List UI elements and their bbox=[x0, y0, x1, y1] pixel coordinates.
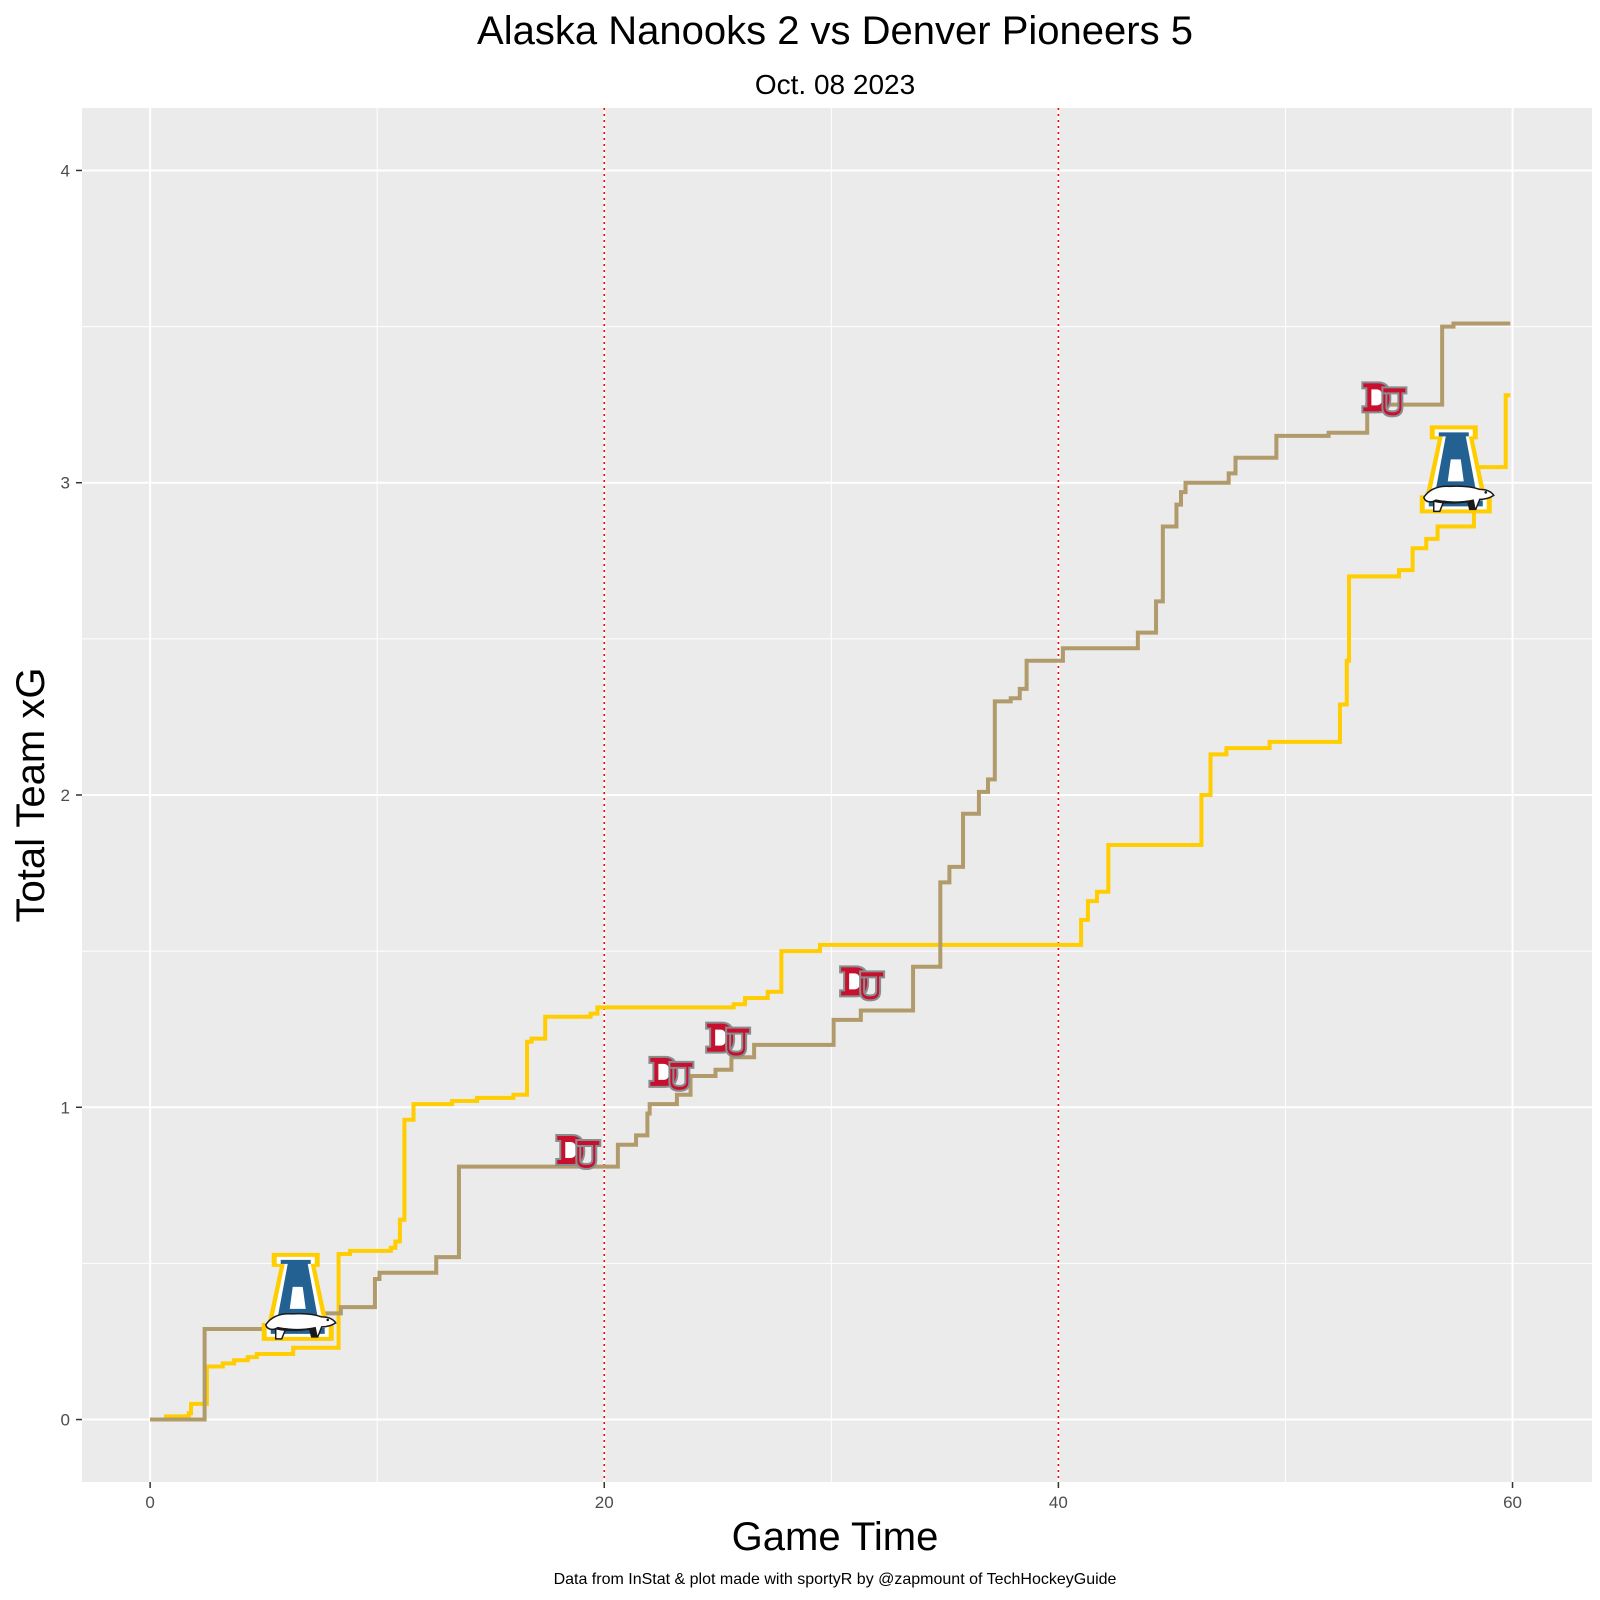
x-tick-label: 60 bbox=[1503, 1493, 1522, 1512]
y-axis-label: Total Team xG bbox=[9, 668, 53, 923]
series-line-alaska bbox=[150, 393, 1511, 1422]
y-tick-label: 4 bbox=[61, 161, 70, 180]
y-tick-label: 2 bbox=[61, 786, 70, 805]
series-lines bbox=[150, 321, 1511, 1422]
x-axis-ticks: 0 20 40 60 bbox=[145, 1482, 1522, 1512]
chart-subtitle: Oct. 08 2023 bbox=[755, 69, 915, 100]
y-tick-label: 3 bbox=[61, 474, 70, 493]
x-tick-label: 20 bbox=[595, 1493, 614, 1512]
chart-caption: Data from InStat & plot made with sporty… bbox=[554, 1571, 1117, 1588]
y-tick-label: 0 bbox=[61, 1411, 70, 1430]
denver-goal-icon bbox=[839, 965, 886, 1002]
x-tick-label: 40 bbox=[1049, 1493, 1068, 1512]
y-axis-ticks: 0 1 2 3 4 bbox=[61, 161, 82, 1430]
series-line-denver bbox=[150, 321, 1511, 1422]
period-lines bbox=[603, 108, 1060, 1482]
denver-goal-icon bbox=[705, 1021, 752, 1058]
denver-goal-icon bbox=[555, 1133, 602, 1170]
denver-goal-icon bbox=[1361, 381, 1408, 418]
x-tick-label: 0 bbox=[145, 1493, 154, 1512]
y-tick-label: 1 bbox=[61, 1098, 70, 1117]
denver-goal-icon bbox=[648, 1055, 695, 1092]
chart-title: Alaska Nanooks 2 vs Denver Pioneers 5 bbox=[477, 9, 1193, 53]
x-axis-label: Game Time bbox=[732, 1515, 939, 1559]
